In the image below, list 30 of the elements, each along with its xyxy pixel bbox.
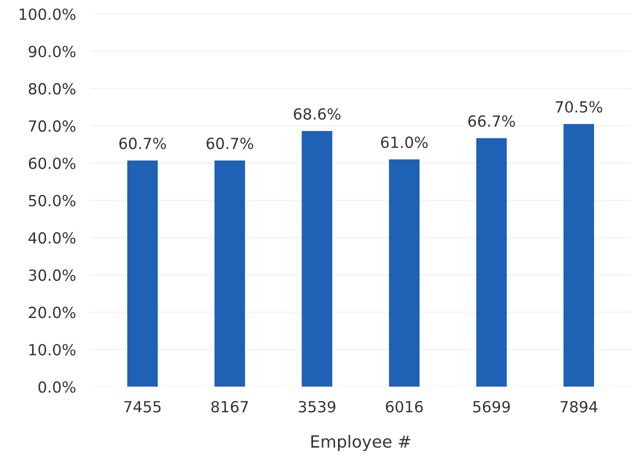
x-tick-label: 6016 — [386, 400, 423, 412]
data-label: 61.0% — [381, 136, 428, 148]
y-tick-label: 50.0% — [28, 194, 76, 206]
x-tick-label: 5699 — [473, 400, 510, 412]
data-label: 60.7% — [119, 138, 166, 150]
y-tick-label: 20.0% — [28, 306, 76, 318]
x-tick-label: 3539 — [298, 400, 336, 412]
y-tick-label: 40.0% — [28, 232, 76, 244]
x-tick-label: 8167 — [211, 400, 248, 412]
data-label: 68.6% — [294, 108, 340, 120]
y-tick-label: 80.0% — [28, 83, 76, 95]
bar — [302, 131, 332, 387]
y-tick-label: 100.0% — [20, 8, 76, 20]
x-tick-label: 7455 — [124, 401, 161, 412]
data-label: 60.7% — [206, 138, 254, 150]
bar — [476, 138, 507, 387]
x-axis-title: Employee # — [311, 434, 410, 452]
bar — [388, 159, 420, 387]
bar — [214, 160, 246, 387]
y-tick-label: 0.0% — [38, 381, 76, 393]
y-tick-label: 30.0% — [28, 269, 76, 281]
y-tick-label: 90.0% — [28, 46, 76, 58]
y-tick-label: 60.0% — [28, 158, 76, 170]
data-label: 66.7% — [468, 115, 515, 127]
x-tick-label: 7894 — [560, 400, 598, 412]
bar — [127, 160, 158, 387]
y-tick-label: 70.0% — [28, 120, 76, 132]
bar — [564, 124, 594, 387]
y-tick-label: 10.0% — [29, 344, 76, 356]
data-label: 70.5% — [556, 101, 602, 113]
